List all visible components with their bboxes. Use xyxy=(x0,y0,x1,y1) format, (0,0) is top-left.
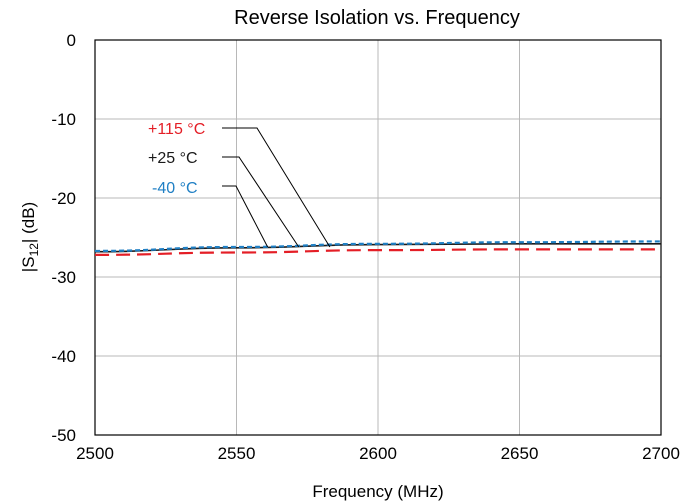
annotation-label: -40 °C xyxy=(152,180,198,197)
annotation-label: +25 °C xyxy=(148,150,198,167)
y-axis-label-suffix: | (dB) xyxy=(19,202,38,243)
x-tick-label: 2600 xyxy=(359,444,397,463)
annotation-leader-line xyxy=(222,156,300,248)
annotation-leader-line xyxy=(222,185,269,248)
y-tick-label: -30 xyxy=(51,268,76,287)
y-tick-label: -50 xyxy=(51,426,76,445)
y-tick-label: -10 xyxy=(51,110,76,129)
x-axis-label: Frequency (MHz) xyxy=(312,482,443,501)
x-tick-label: 2500 xyxy=(76,444,114,463)
y-axis-label-prefix: |S xyxy=(19,256,38,272)
y-tick-label: -20 xyxy=(51,189,76,208)
series-line-1 xyxy=(94,248,661,256)
y-tick-label: -40 xyxy=(51,347,76,366)
y-axis-label-subscript: 12 xyxy=(27,243,41,257)
annotation-label: +115 °C xyxy=(148,121,205,138)
x-tick-label: 2650 xyxy=(501,444,539,463)
grid-lines xyxy=(95,40,661,435)
x-tick-label: 2550 xyxy=(218,444,256,463)
annotation-layer: +115 °C +25 °C -40 °C xyxy=(148,121,331,248)
annotation-leader-line xyxy=(222,127,331,248)
y-axis-label: |S12| (dB) xyxy=(19,202,41,272)
plot-area-frame xyxy=(94,39,662,436)
series-line-3 xyxy=(94,240,662,253)
tick-labels: 2500 2550 2600 2650 2700 0 -10 -20 -30 -40 -50 xyxy=(51,31,679,463)
x-tick-label: 2700 xyxy=(642,444,680,463)
y-tick-label: 0 xyxy=(67,31,76,50)
chart-title: Reverse Isolation vs. Frequency xyxy=(234,7,520,29)
series-layer xyxy=(94,240,662,256)
